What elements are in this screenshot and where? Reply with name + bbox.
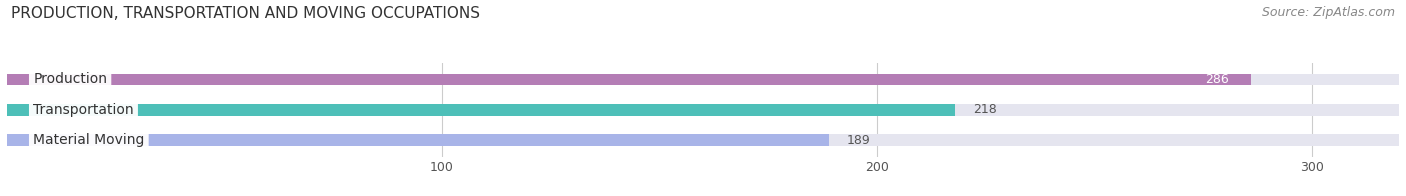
Text: Source: ZipAtlas.com: Source: ZipAtlas.com — [1261, 6, 1395, 19]
Text: Material Moving: Material Moving — [34, 133, 145, 147]
Bar — [7, 74, 1251, 85]
Text: 218: 218 — [973, 103, 997, 116]
Bar — [7, 74, 1399, 85]
Bar — [7, 134, 1399, 146]
Text: PRODUCTION, TRANSPORTATION AND MOVING OCCUPATIONS: PRODUCTION, TRANSPORTATION AND MOVING OC… — [11, 6, 481, 21]
Text: 189: 189 — [846, 134, 870, 147]
Text: Production: Production — [34, 72, 107, 86]
Bar — [7, 134, 830, 146]
Bar — [7, 104, 1399, 115]
Bar — [7, 104, 955, 115]
Text: 286: 286 — [1205, 73, 1229, 86]
Text: Transportation: Transportation — [34, 103, 134, 117]
